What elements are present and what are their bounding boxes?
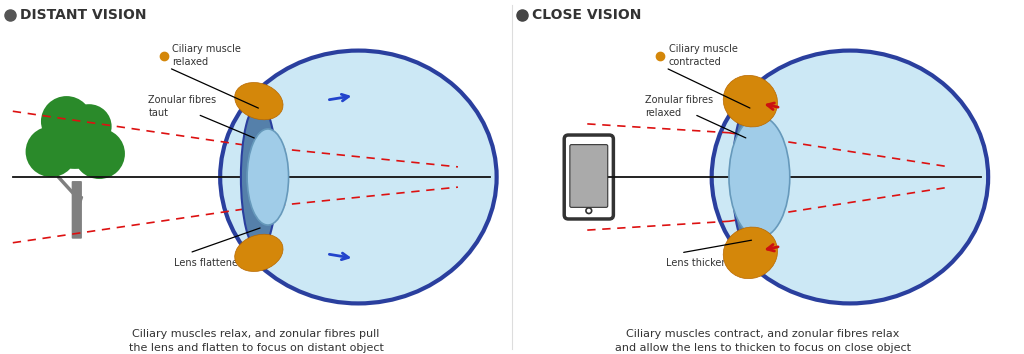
Circle shape	[41, 96, 92, 147]
Ellipse shape	[723, 227, 777, 279]
Circle shape	[26, 126, 77, 177]
Ellipse shape	[247, 129, 289, 225]
Text: Zonular fibres
taut: Zonular fibres taut	[148, 95, 217, 118]
Text: Ciliary muscle
contracted: Ciliary muscle contracted	[669, 44, 737, 67]
Text: Zonular fibres
relaxed: Zonular fibres relaxed	[645, 95, 714, 118]
Ellipse shape	[723, 75, 777, 127]
Ellipse shape	[220, 51, 497, 303]
Text: Ciliary muscle
relaxed: Ciliary muscle relaxed	[172, 44, 241, 67]
FancyBboxPatch shape	[72, 181, 82, 239]
Circle shape	[42, 104, 108, 169]
Ellipse shape	[241, 104, 276, 250]
Ellipse shape	[234, 234, 283, 272]
FancyBboxPatch shape	[569, 145, 608, 207]
Text: DISTANT VISION: DISTANT VISION	[20, 8, 147, 22]
Text: Ciliary muscles relax, and zonular fibres pull
the lens and flatten to focus on : Ciliary muscles relax, and zonular fibre…	[129, 329, 383, 353]
Text: CLOSE VISION: CLOSE VISION	[532, 8, 642, 22]
Text: Lens thickened: Lens thickened	[666, 258, 739, 268]
Ellipse shape	[732, 104, 768, 250]
Ellipse shape	[234, 82, 283, 120]
Ellipse shape	[729, 116, 790, 238]
Circle shape	[67, 104, 112, 149]
Ellipse shape	[712, 51, 988, 303]
Text: Lens flattened: Lens flattened	[174, 258, 244, 268]
Circle shape	[74, 129, 125, 179]
Text: Ciliary muscles contract, and zonular fibres relax
and allow the lens to thicken: Ciliary muscles contract, and zonular fi…	[614, 329, 911, 353]
